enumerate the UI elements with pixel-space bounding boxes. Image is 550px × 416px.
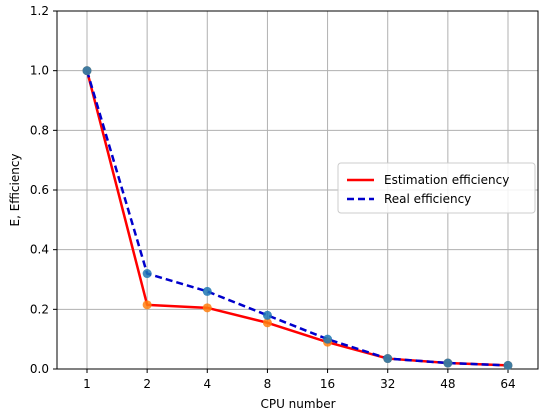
legend-label-estimation: Estimation efficiency	[384, 173, 509, 187]
series-line-real	[85, 70, 509, 367]
x-tick-label: 16	[320, 377, 335, 391]
data-point-estimation	[142, 300, 152, 310]
series-lines	[85, 70, 509, 367]
x-tick-label: 4	[203, 377, 211, 391]
y-tick-label: 0.8	[30, 123, 49, 137]
data-point-real	[323, 334, 333, 344]
y-tick-label: 0.6	[30, 183, 49, 197]
y-tick-label: 0.4	[30, 243, 49, 257]
y-tick-label: 1.2	[30, 4, 49, 18]
x-axis-label: CPU number	[260, 397, 335, 411]
data-point-real	[383, 354, 393, 364]
series-markers	[82, 66, 513, 370]
legend-box	[337, 162, 536, 214]
data-point-estimation	[202, 303, 212, 313]
x-tick-label: 48	[440, 377, 455, 391]
y-tick-label: 0.0	[30, 362, 49, 376]
data-point-real	[82, 66, 92, 76]
data-point-real	[262, 310, 272, 320]
legend-label-real: Real efficiency	[384, 192, 471, 206]
x-tick-label: 1	[83, 377, 91, 391]
y-tick-label: 1.0	[30, 64, 49, 78]
x-tick-label: 8	[264, 377, 272, 391]
y-axis-label: E, Efficiency	[8, 153, 22, 226]
data-point-real	[503, 360, 513, 370]
data-point-real	[142, 269, 152, 279]
data-point-real	[202, 286, 212, 296]
data-point-real	[443, 358, 453, 368]
x-tick-label: 2	[143, 377, 151, 391]
x-tick-label: 64	[500, 377, 515, 391]
axis-ticks: 1 2 4 8 16 32 48 640.00.20.40.60.81.01.2	[30, 4, 516, 391]
y-tick-label: 0.2	[30, 302, 49, 316]
x-tick-label: 32	[380, 377, 395, 391]
legend: Estimation efficiency Real efficiency	[337, 162, 536, 214]
data-point-estimation	[262, 318, 272, 328]
